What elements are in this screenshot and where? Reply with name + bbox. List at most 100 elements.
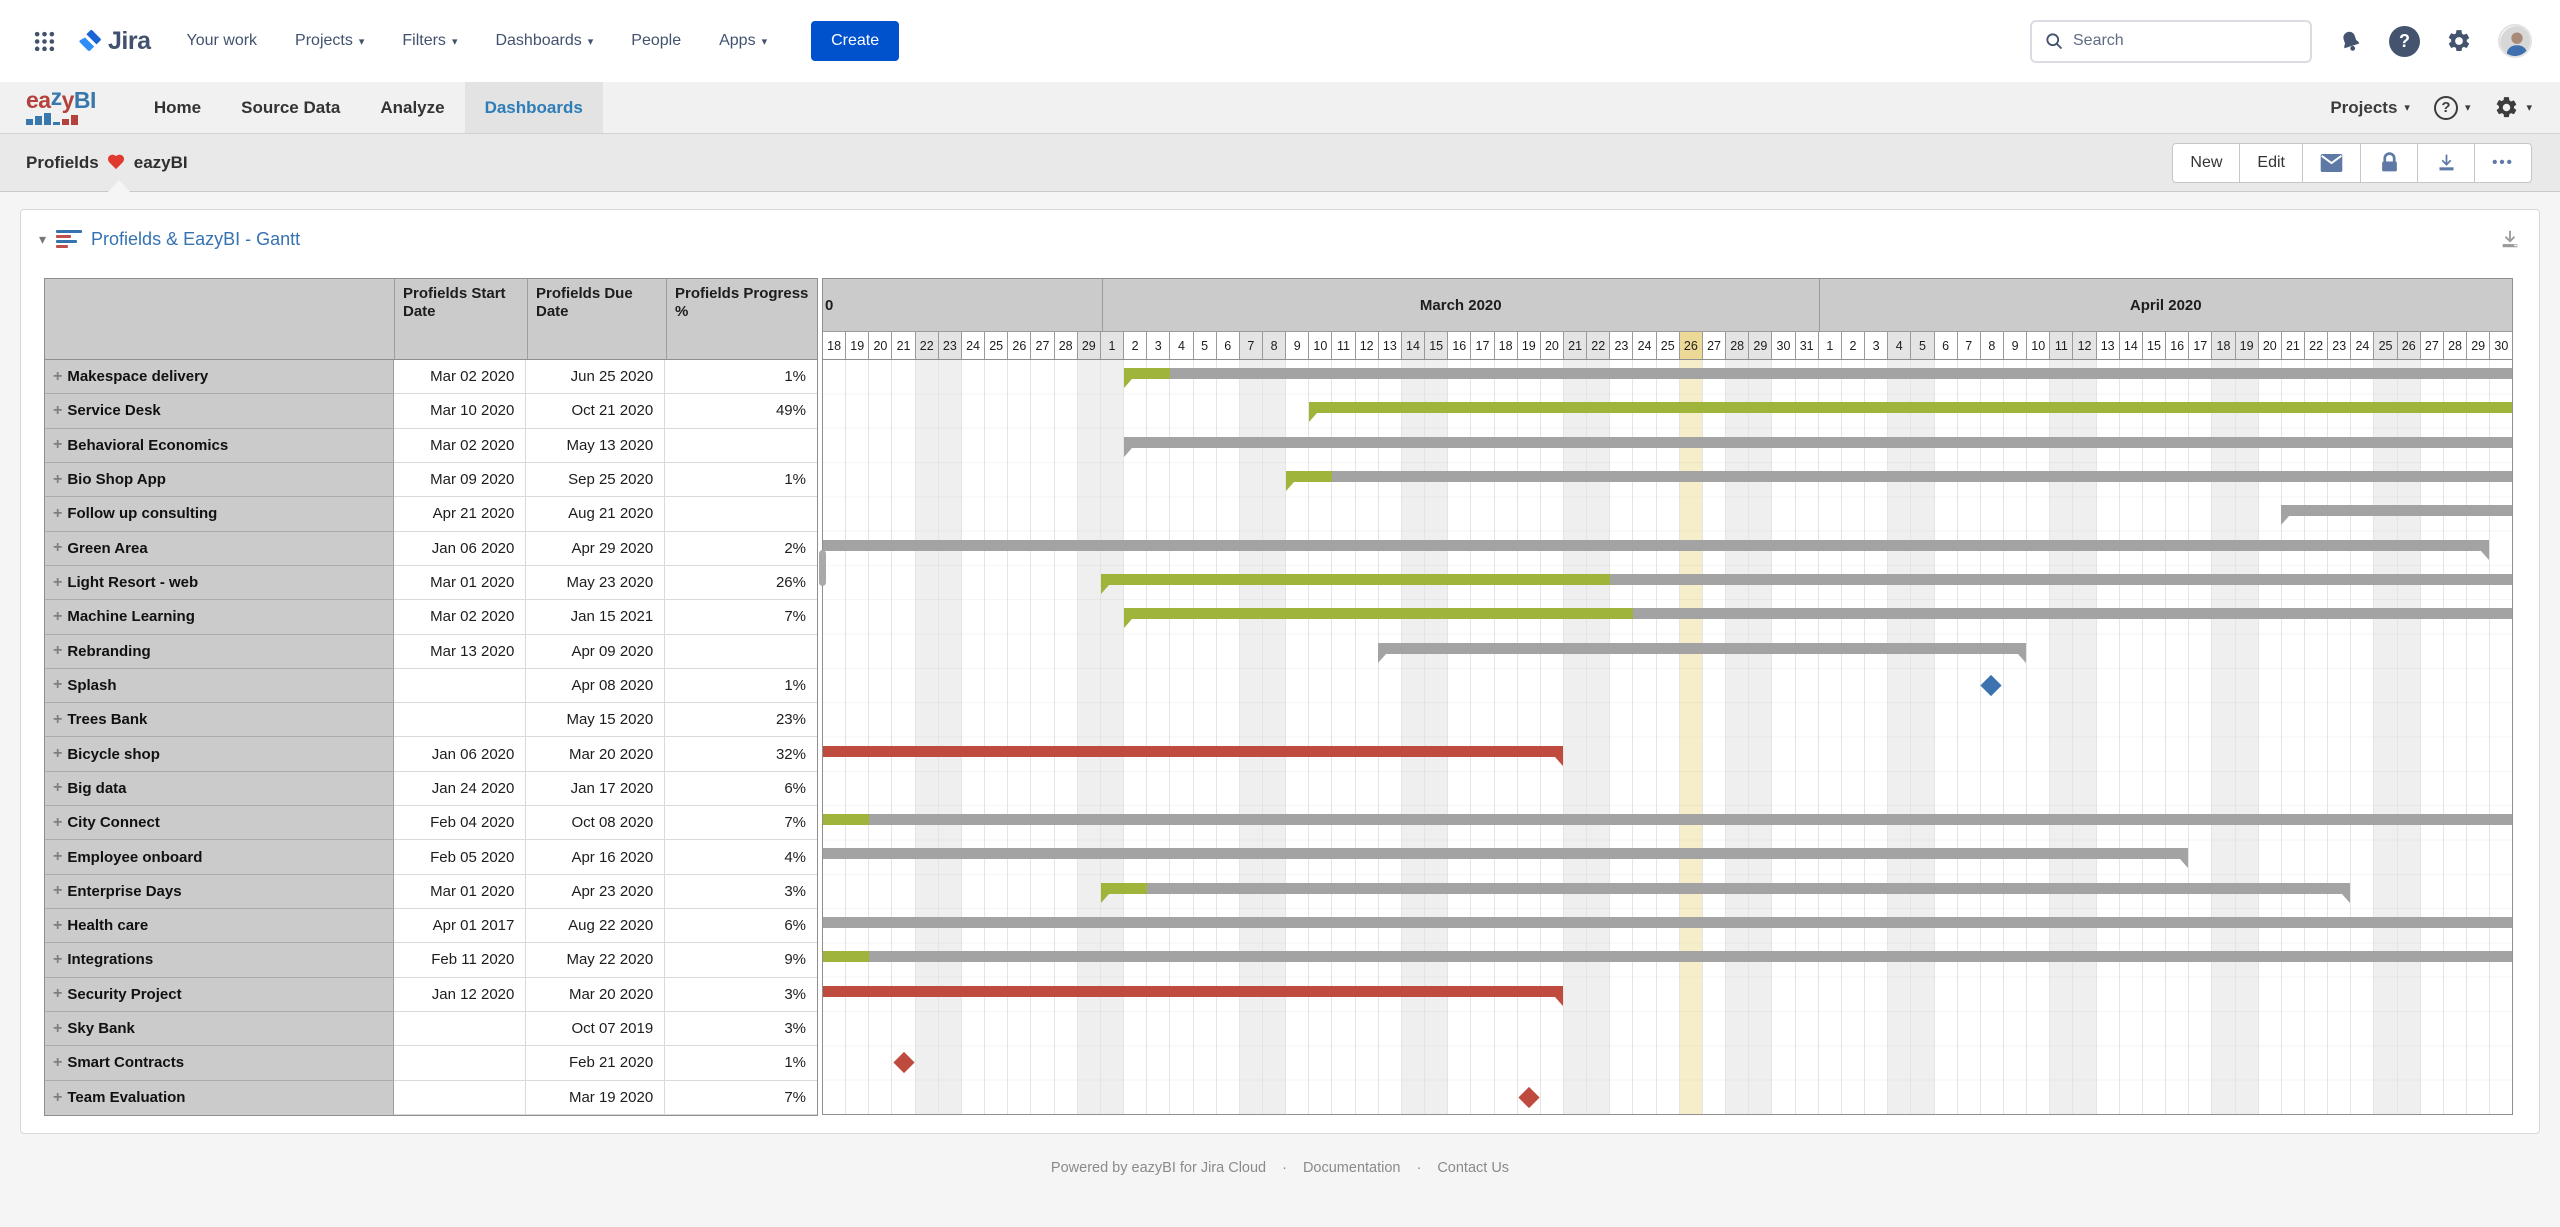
jira-nav-your-work[interactable]: Your work <box>186 32 258 49</box>
gantt-milestone-smart-contracts[interactable] <box>893 1052 915 1074</box>
expand-icon[interactable]: + <box>53 882 63 900</box>
expand-icon[interactable]: + <box>53 607 63 625</box>
row-name-cell[interactable]: + Integrations <box>45 943 394 978</box>
row-name-cell[interactable]: + Security Project <box>45 977 394 1012</box>
row-name-cell[interactable]: + Big data <box>45 771 394 807</box>
expand-icon[interactable]: + <box>53 950 63 968</box>
expand-icon[interactable]: + <box>53 985 63 1003</box>
expand-icon[interactable]: + <box>53 1088 63 1106</box>
export-button[interactable] <box>2417 142 2475 183</box>
gantt-bar-employee-onboard[interactable] <box>823 848 2189 869</box>
row-name-cell[interactable]: + Trees Bank <box>45 703 394 738</box>
help-button[interactable]: ? <box>2389 25 2420 57</box>
row-name-cell[interactable]: + Employee onboard <box>45 840 394 875</box>
row-name-cell[interactable]: + Team Evaluation <box>45 1080 394 1115</box>
row-name-cell[interactable]: + Rebranding <box>45 634 394 669</box>
contact-us-link[interactable]: Contact Us <box>1437 1160 1510 1176</box>
jira-nav-dashboards[interactable]: Dashboards ▾ <box>495 32 594 49</box>
tab-dashboards[interactable]: Dashboards <box>464 82 603 133</box>
jira-nav-projects[interactable]: Projects ▾ <box>295 32 365 49</box>
jira-nav-people[interactable]: People <box>631 32 682 49</box>
row-name-cell[interactable]: + Bio Shop App <box>45 462 394 498</box>
gantt-bar-bio-shop-app[interactable] <box>1285 470 2512 491</box>
tab-home[interactable]: Home <box>153 97 202 117</box>
jira-nav-filters[interactable]: Filters ▾ <box>402 32 458 49</box>
expand-icon[interactable]: + <box>53 813 63 831</box>
gantt-bar-makespace-delivery[interactable] <box>1123 368 2512 388</box>
row-name-cell[interactable]: + Enterprise Days <box>45 874 394 909</box>
expand-icon[interactable]: + <box>53 367 63 385</box>
gantt-bar-follow-up-consulting[interactable] <box>2280 505 2512 526</box>
row-name-cell[interactable]: + Behavioral Economics <box>45 428 394 463</box>
row-name-cell[interactable]: + Makespace delivery <box>45 360 394 395</box>
row-name-cell[interactable]: + Smart Contracts <box>45 1046 394 1081</box>
row-name-cell[interactable]: + Sky Bank <box>45 1011 394 1047</box>
dashboard-tab-bar: Profields eazyBI New Edit ••• <box>0 134 2560 192</box>
gantt-milestone-team-evaluation[interactable] <box>1518 1086 1540 1108</box>
row-name-cell[interactable]: + City Connect <box>45 806 394 841</box>
expand-icon[interactable]: + <box>53 916 63 934</box>
gantt-bar-security-project[interactable] <box>823 985 1564 1006</box>
notifications-button[interactable] <box>2338 29 2363 54</box>
lock-button[interactable] <box>2360 142 2418 183</box>
expand-icon[interactable]: + <box>53 436 63 454</box>
jira-nav-apps[interactable]: Apps ▾ <box>719 32 768 49</box>
gantt-bar-health-care[interactable] <box>823 917 2512 929</box>
gantt-bar-bicycle-shop[interactable] <box>823 745 1564 766</box>
more-button[interactable]: ••• <box>2474 142 2532 183</box>
gantt-bar-rebranding[interactable] <box>1378 642 2027 663</box>
expand-icon[interactable]: + <box>53 1053 63 1071</box>
expand-icon[interactable]: + <box>53 710 63 728</box>
gantt-bar-service-desk[interactable] <box>1308 402 2512 423</box>
expand-icon[interactable]: + <box>53 848 63 866</box>
email-button[interactable] <box>2302 142 2361 183</box>
gantt-bar-green-area[interactable] <box>823 539 2489 560</box>
row-name-cell[interactable]: + Health care <box>45 909 394 944</box>
eazybi-logo[interactable]: eazyBI <box>26 82 96 133</box>
gantt-milestone-splash[interactable] <box>1980 674 2003 696</box>
row-name-cell[interactable]: + Light Resort - web <box>45 565 394 601</box>
new-button[interactable]: New <box>2172 142 2241 183</box>
edit-button[interactable]: Edit <box>2239 142 2303 183</box>
panel-export-button[interactable] <box>2499 228 2521 250</box>
expand-icon[interactable]: + <box>53 745 63 763</box>
expand-icon[interactable]: + <box>53 642 63 660</box>
gantt-bar-integrations[interactable] <box>823 951 2512 963</box>
expand-icon[interactable]: + <box>53 470 63 488</box>
app-switcher-button[interactable] <box>28 25 61 58</box>
expand-icon[interactable]: + <box>53 779 63 797</box>
eazybi-projects-dropdown[interactable]: Projects ▾ <box>2330 97 2410 117</box>
row-name-cell[interactable]: + Follow up consulting <box>45 497 394 532</box>
eazybi-help-dropdown[interactable]: ? ▾ <box>2433 95 2470 120</box>
jira-logo[interactable]: Jira <box>75 27 151 56</box>
row-name-cell[interactable]: + Service Desk <box>45 394 394 429</box>
expand-icon[interactable]: + <box>53 401 63 419</box>
documentation-link[interactable]: Documentation <box>1302 1160 1401 1176</box>
gantt-bar-enterprise-days[interactable] <box>1100 882 2351 903</box>
gantt-bar-behavioral-economics[interactable] <box>1123 436 2512 457</box>
gantt-bar-city-connect[interactable] <box>823 814 2512 826</box>
dashboard-tab-profields-eazybi[interactable]: Profields eazyBI <box>26 152 188 172</box>
expand-icon[interactable]: + <box>53 504 63 522</box>
search-input[interactable] <box>2073 32 2273 50</box>
row-name-cell[interactable]: + Bicycle shop <box>45 737 394 772</box>
table-scrollbar-thumb[interactable] <box>819 550 826 586</box>
expand-icon[interactable]: + <box>53 573 63 591</box>
row-name-cell[interactable]: + Splash <box>45 668 394 704</box>
row-name-cell[interactable]: + Green Area <box>45 531 394 566</box>
collapse-caret-icon[interactable]: ▾ <box>39 230 47 247</box>
expand-icon[interactable]: + <box>53 676 63 694</box>
tab-analyze[interactable]: Analyze <box>380 97 445 117</box>
gantt-bar-light-resort-web[interactable] <box>1100 573 2512 594</box>
create-button[interactable]: Create <box>811 21 900 61</box>
report-title[interactable]: Profields & EazyBI - Gantt <box>91 228 301 249</box>
tab-source-data[interactable]: Source Data <box>241 97 341 117</box>
row-name-cell[interactable]: + Machine Learning <box>45 600 394 635</box>
gantt-bar-machine-learning[interactable] <box>1123 608 2512 629</box>
search-box[interactable] <box>2030 19 2312 63</box>
expand-icon[interactable]: + <box>53 539 63 557</box>
profile-button[interactable] <box>2498 24 2532 58</box>
settings-button[interactable] <box>2446 28 2472 54</box>
eazybi-settings-dropdown[interactable]: ▾ <box>2494 95 2532 120</box>
expand-icon[interactable]: + <box>53 1019 63 1037</box>
